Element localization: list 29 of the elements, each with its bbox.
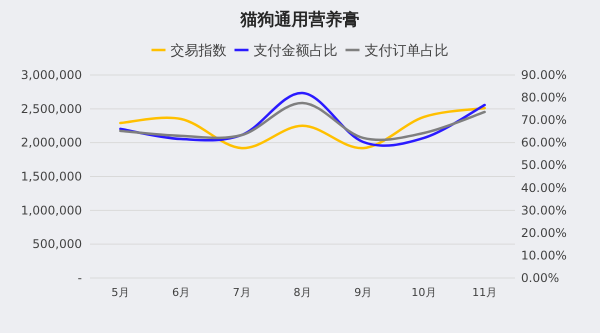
y2-tick-label: 40.00% — [521, 180, 567, 195]
x-tick-label: 8月 — [294, 286, 312, 299]
y-tick-label: 500,000 — [32, 237, 82, 252]
x-tick-label: 10月 — [411, 286, 436, 299]
y-tick-label: - — [78, 271, 82, 285]
y-tick-label: 2,500,000 — [20, 102, 82, 116]
y2-tick-label: 70.00% — [521, 113, 567, 128]
chart-title: 猫狗通用营养膏 — [240, 10, 360, 30]
y2-tick-label: 10.00% — [521, 248, 567, 262]
y2-tick-label: 90.00% — [521, 68, 567, 82]
x-tick-label: 6月 — [172, 286, 190, 299]
line-series — [119, 106, 486, 150]
y2-tick-label: 80.00% — [521, 90, 567, 105]
x-tick-label: 7月 — [232, 286, 251, 299]
x-tick-label: 9月 — [354, 286, 372, 299]
x-tick-label: 11月 — [472, 286, 498, 299]
y2-tick-label: 50.00% — [521, 158, 567, 172]
x-tick-label: 5月 — [111, 286, 130, 299]
y2-tick-label: 30.00% — [521, 203, 567, 218]
y-tick-label: 2,000,000 — [20, 136, 82, 150]
legend-label: 交易指数 — [170, 43, 226, 59]
legend-label: 支付订单占比 — [364, 43, 448, 59]
y-tick-label: 1,000,000 — [20, 203, 82, 218]
y2-tick-label: 0.00% — [521, 271, 560, 285]
legend-label: 支付金额占比 — [254, 43, 338, 59]
y2-tick-label: 60.00% — [521, 136, 567, 150]
y2-tick-label: 20.00% — [521, 226, 567, 240]
y-tick-label: 3,000,000 — [20, 68, 82, 82]
y-tick-label: 1,500,000 — [20, 170, 82, 184]
